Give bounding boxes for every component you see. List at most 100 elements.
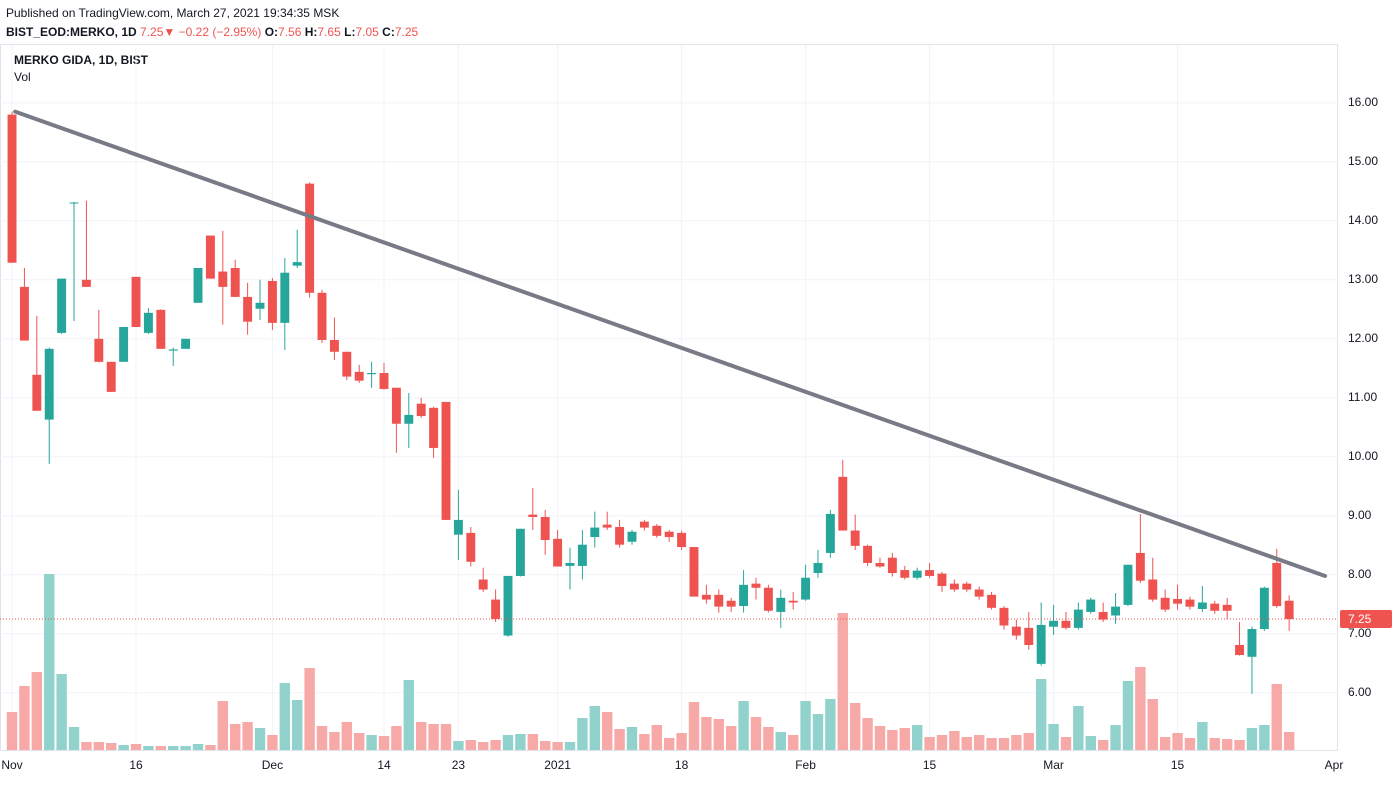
volume-bar xyxy=(155,746,167,750)
candle-body xyxy=(627,531,637,542)
volume-bar xyxy=(56,674,67,750)
volume-bar xyxy=(403,680,415,750)
l: 7.05 xyxy=(355,25,379,39)
candle-body xyxy=(1061,620,1071,628)
volume-bar xyxy=(1184,738,1196,750)
volume-bar xyxy=(353,733,365,750)
volume-bar xyxy=(651,725,662,750)
candle-body xyxy=(677,532,687,548)
volume-bar xyxy=(205,745,216,750)
candle-body xyxy=(441,401,451,520)
volume-bar xyxy=(1147,699,1158,750)
volume-bar xyxy=(998,738,1010,750)
candle-body xyxy=(367,373,377,375)
volume-bar xyxy=(849,703,861,750)
volume-label: Vol xyxy=(14,70,31,84)
candle-body xyxy=(156,309,166,349)
candle-body xyxy=(218,271,228,287)
y-tick-label: 11.00 xyxy=(1348,390,1377,404)
candle-body xyxy=(317,292,327,340)
volume-bar xyxy=(1097,740,1109,750)
symbol: BIST_EOD:MERKO, 1D xyxy=(6,25,137,39)
candle-body xyxy=(850,530,860,546)
candle-body xyxy=(962,583,972,590)
volume-bar xyxy=(279,683,291,750)
candle-body xyxy=(503,575,513,636)
x-tick-label: 15 xyxy=(923,758,937,772)
candle-body xyxy=(590,527,600,538)
volume-bar xyxy=(1221,739,1233,750)
candle-body xyxy=(701,594,711,600)
candle-body xyxy=(143,312,153,333)
candle-body xyxy=(32,374,42,411)
candle-body xyxy=(1086,599,1096,612)
chart-title: MERKO GIDA, 1D, BIST xyxy=(14,53,149,67)
volume-bar xyxy=(106,743,117,750)
candle-body xyxy=(119,327,129,362)
candle-body xyxy=(1259,587,1269,630)
volume-bar xyxy=(254,728,266,750)
volume-bar xyxy=(502,735,514,750)
volume-bar xyxy=(118,745,129,750)
volume-bar xyxy=(601,712,613,750)
volume-bar xyxy=(639,734,650,750)
candle-body xyxy=(937,573,947,586)
volume-bar xyxy=(750,717,762,750)
candle-body xyxy=(1222,604,1232,611)
candle-body xyxy=(999,607,1009,626)
candle-body xyxy=(801,577,811,600)
volume-bar xyxy=(329,732,340,750)
volume-bar xyxy=(1172,733,1183,750)
x-tick-label: 18 xyxy=(675,758,689,772)
candle-body xyxy=(57,278,67,333)
volume-bar xyxy=(81,742,92,750)
candle-body xyxy=(1036,624,1046,664)
volume-bar xyxy=(1234,740,1245,750)
volume-bar xyxy=(1159,737,1171,750)
volume-bar xyxy=(552,742,563,750)
candle-body xyxy=(1148,579,1158,600)
volume-bar xyxy=(1035,679,1047,750)
candle-body xyxy=(69,202,79,204)
volume-bar xyxy=(800,701,811,750)
volume-bar xyxy=(837,613,848,750)
volume-bar xyxy=(949,731,960,750)
candle-body xyxy=(94,338,104,362)
candle-body xyxy=(887,557,897,574)
candle-body xyxy=(949,583,959,590)
candle-body xyxy=(863,545,873,563)
candle-body xyxy=(1135,552,1145,581)
candle-body xyxy=(1111,606,1121,616)
candle-body xyxy=(912,570,922,578)
volume-bar xyxy=(453,741,464,750)
candle-body xyxy=(776,597,786,612)
volume-bar xyxy=(415,722,427,750)
volume-bar xyxy=(1283,732,1295,750)
volume-bar xyxy=(267,735,278,750)
volume-bar xyxy=(168,746,179,750)
candle-body xyxy=(763,587,773,611)
candle-body xyxy=(974,589,984,597)
volume-bar xyxy=(6,712,18,750)
candle-body xyxy=(1272,562,1282,607)
volume-bar xyxy=(378,736,390,750)
candle-body xyxy=(1284,600,1294,620)
candle-body xyxy=(168,349,178,351)
trend-line xyxy=(13,109,1328,578)
volume-bar xyxy=(316,726,328,750)
candle-body xyxy=(44,348,54,420)
volume-bar xyxy=(1122,681,1134,750)
candle-body xyxy=(305,183,315,293)
volume-bar xyxy=(428,724,439,750)
candle-body xyxy=(193,268,203,303)
volume-bar xyxy=(292,700,303,750)
volume-bar xyxy=(539,741,551,750)
candle-body xyxy=(329,339,339,352)
candle-body xyxy=(565,562,575,566)
volume-bar xyxy=(1246,728,1258,750)
volume-bar xyxy=(192,744,204,750)
volume-bar xyxy=(589,706,600,750)
candle-body xyxy=(639,521,649,528)
candle-body xyxy=(243,296,253,322)
